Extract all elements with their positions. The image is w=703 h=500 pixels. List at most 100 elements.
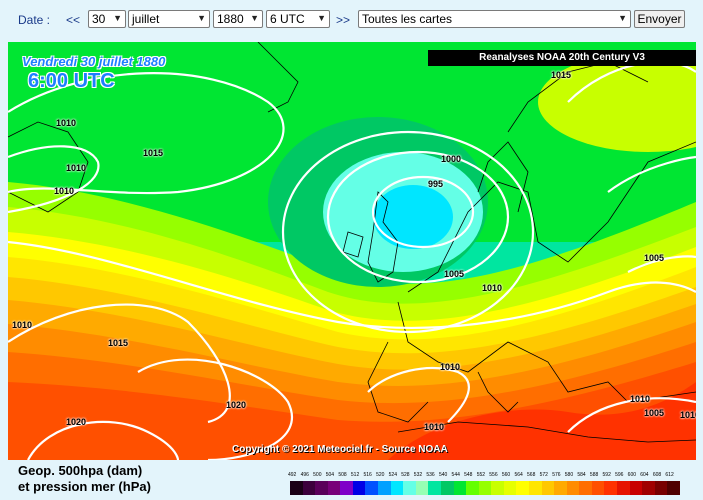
previous-button[interactable]: << — [66, 13, 81, 27]
legend-tick-label: 552 — [476, 472, 486, 478]
month-value: juillet — [132, 12, 160, 26]
legend-swatch — [491, 481, 504, 495]
legend-tick-label: 564 — [514, 472, 523, 478]
legend-tick-label: 604 — [640, 472, 649, 478]
isobar-label: 1010 — [680, 410, 696, 420]
isobar-label: 1010 — [482, 283, 503, 293]
isobar-label: 1010 — [56, 118, 77, 128]
legend-tick-label: 572 — [539, 472, 548, 478]
chevron-down-icon: ▼ — [113, 13, 122, 23]
legend-swatch — [503, 481, 517, 495]
color-scale — [290, 481, 680, 495]
isobar-label: 1015 — [108, 338, 129, 348]
legend-tick-label: 588 — [589, 472, 599, 478]
legend-swatch — [290, 481, 303, 495]
map-time: 6:00 UTC — [28, 70, 115, 92]
chevron-down-icon: ▼ — [197, 13, 206, 23]
legend-swatch — [516, 481, 529, 495]
legend-tick-label: 560 — [501, 472, 511, 478]
month-select[interactable]: juillet ▼ — [128, 10, 210, 28]
legend-swatch — [415, 481, 429, 495]
chevron-down-icon: ▼ — [317, 13, 326, 23]
legend-swatch — [466, 481, 479, 495]
legend-swatch — [403, 481, 416, 495]
isobar-label: 1010 — [630, 394, 651, 404]
legend-tick-label: 600 — [627, 472, 637, 478]
map-type-value: Toutes les cartes — [362, 12, 453, 26]
chevron-down-icon: ▼ — [250, 13, 259, 23]
legend-swatch — [566, 481, 580, 495]
isobar-label: 1005 — [444, 269, 465, 279]
legend-title: Geop. 500hpa (dam) et pression mer (hPa) — [18, 463, 151, 495]
isobar-label: 1010 — [12, 320, 33, 330]
next-button[interactable]: >> — [336, 13, 351, 27]
legend-swatch — [642, 481, 655, 495]
legend-tick-label: 520 — [376, 472, 385, 478]
legend-tick-label: 540 — [438, 472, 448, 478]
legend-ticks: 492 496 500 504 508 512 516 520 524 528 532 536 540 5… — [288, 472, 680, 480]
isobar-label: 1020 — [226, 400, 247, 410]
legend-tick-label: 492 — [288, 472, 297, 478]
legend-swatch — [327, 481, 341, 495]
isobar-label: 1005 — [644, 253, 665, 263]
legend-swatch — [554, 481, 567, 495]
legend-swatch — [617, 481, 630, 495]
legend-swatch — [528, 481, 542, 495]
legend-swatch — [591, 481, 605, 495]
legend-swatch — [365, 481, 379, 495]
isobar-label: 1020 — [66, 417, 87, 427]
legend-tick-label: 524 — [388, 472, 397, 478]
legend-swatch — [315, 481, 328, 495]
legend-swatch — [629, 481, 643, 495]
legend-swatch — [378, 481, 391, 495]
legend-tick-label: 612 — [665, 472, 674, 478]
year-value: 1880 — [217, 12, 244, 26]
isobar-label: 1010 — [424, 422, 445, 432]
legend-tick-label: 592 — [602, 472, 611, 478]
legend-tick-label: 532 — [413, 472, 423, 478]
map-date: Vendredi 30 juillet 1880 — [22, 54, 166, 69]
date-toolbar: Date : << 30 ▼ juillet ▼ 1880 ▼ 6 UTC ▼ … — [0, 0, 703, 38]
legend-swatch — [453, 481, 467, 495]
legend-tick-label: 596 — [615, 472, 624, 478]
year-select[interactable]: 1880 ▼ — [213, 10, 263, 28]
isobar-label: 1000 — [441, 154, 462, 164]
day-value: 30 — [92, 12, 106, 26]
legend-swatch — [579, 481, 592, 495]
date-label: Date : — [18, 13, 51, 27]
legend-tick-label: 568 — [527, 472, 536, 478]
isobar-label: 1010 — [54, 186, 75, 196]
legend-tick-label: 536 — [426, 472, 435, 478]
weather-map: Vendredi 30 juillet 1880 6:00 UTC Reanal… — [8, 42, 696, 460]
map-type-select[interactable]: Toutes les cartes ▼ — [358, 10, 631, 28]
legend-tick-label: 608 — [652, 472, 662, 478]
legend-swatch — [428, 481, 441, 495]
legend-tick-label: 516 — [363, 472, 372, 478]
legend-swatch — [440, 481, 454, 495]
legend-tick-label: 500 — [313, 472, 322, 478]
legend-swatch — [390, 481, 404, 495]
hour-value: 6 UTC — [270, 12, 305, 26]
legend-swatch — [340, 481, 353, 495]
legend-tick-label: 512 — [350, 472, 360, 478]
submit-button[interactable]: Envoyer — [634, 10, 685, 28]
legend-tick-label: 496 — [300, 472, 309, 478]
legend-tick-label: 508 — [338, 472, 347, 478]
isobar-label: 1010 — [66, 163, 87, 173]
chevron-down-icon: ▼ — [618, 13, 627, 23]
legend-tick-label: 580 — [564, 472, 574, 478]
day-select[interactable]: 30 ▼ — [88, 10, 126, 28]
isobar-label: 1015 — [551, 70, 572, 80]
isobar-label: 995 — [428, 179, 444, 189]
legend-tick-label: 576 — [552, 472, 561, 478]
legend-swatch — [302, 481, 316, 495]
isobar-label: 1005 — [644, 408, 665, 418]
legend-title-line2: et pression mer (hPa) — [18, 479, 151, 494]
legend-tick-label: 504 — [325, 472, 335, 478]
legend-swatch — [541, 481, 555, 495]
hour-select[interactable]: 6 UTC ▼ — [266, 10, 330, 28]
legend-tick-label: 556 — [489, 472, 498, 478]
legend-tick-label: 584 — [577, 472, 586, 478]
legend-swatch — [667, 481, 680, 495]
legend-tick-label: 544 — [451, 472, 460, 478]
